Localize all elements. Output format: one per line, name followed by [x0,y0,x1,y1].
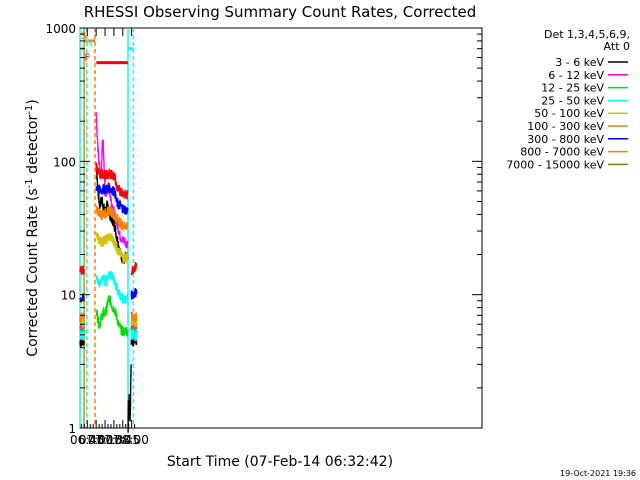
flags-layer: SNF [79,28,135,428]
chart-title: RHESSI Observing Summary Count Rates, Co… [84,3,477,21]
y-axis-label-sup1: -1 [24,178,35,188]
x-tick-label: 08:00 [114,433,149,447]
flag-label: N [86,39,93,50]
series-layer [79,112,138,433]
legend-label: 7000 - 15000 keV [506,158,604,171]
x-tick-label: 07:30 [97,433,132,447]
legend-label: 6 - 12 keV [548,69,604,82]
series-line [130,311,138,323]
series-line [95,294,129,337]
series-line [95,183,129,215]
series-line [127,364,132,433]
y-axis-label-main: Corrected Count Rate (s [25,188,41,356]
y-axis-label-mid: detector [25,115,41,179]
series-line [130,288,138,300]
series-line [79,330,85,341]
x-axis-label: Start Time (07-Feb-14 06:32:42) [167,454,393,470]
legend-label: 25 - 50 keV [541,94,604,107]
series-line [95,162,129,200]
flag-label: F [84,53,90,64]
y-tick-label: 1000 [45,22,76,36]
series-line [95,232,129,264]
y-tick-label: 1 [68,422,76,436]
legend-label: 50 - 100 keV [534,107,604,120]
legend-label: 12 - 25 keV [541,82,604,95]
series-line [130,329,138,342]
timestamp: 19-Oct-2021 19:36 [560,469,636,478]
legend-label: 800 - 7000 keV [520,146,604,159]
y-tick-label: 10 [61,289,76,303]
legend-label: 300 - 800 keV [527,133,604,146]
x-tick-label: 07:45 [105,433,140,447]
legend-label: 3 - 6 keV [555,56,604,69]
series-line [95,205,129,232]
y-tick-label: 100 [53,155,76,169]
series-line [95,270,129,305]
series-line [79,265,85,276]
series-line [130,261,138,276]
y-axis-label: Corrected Count Rate (s-1 detector-1) [24,99,41,356]
x-tick-label: 07:00 [79,433,114,447]
y-axis-label-sup2: -1 [24,105,35,115]
flag-label: S [80,31,86,42]
y-axis-label-end: ) [25,99,41,104]
plot-frame [79,27,483,429]
detector-header-1: Det 1,3,4,5,6,9, [544,28,630,41]
series-line [95,112,129,249]
legend-label: 100 - 300 keV [527,120,604,133]
x-tick-label: 07:15 [88,433,123,447]
series-line [79,293,85,303]
detector-header-2: Att 0 [604,40,630,53]
x-tick-label: 06:45 [70,433,105,447]
